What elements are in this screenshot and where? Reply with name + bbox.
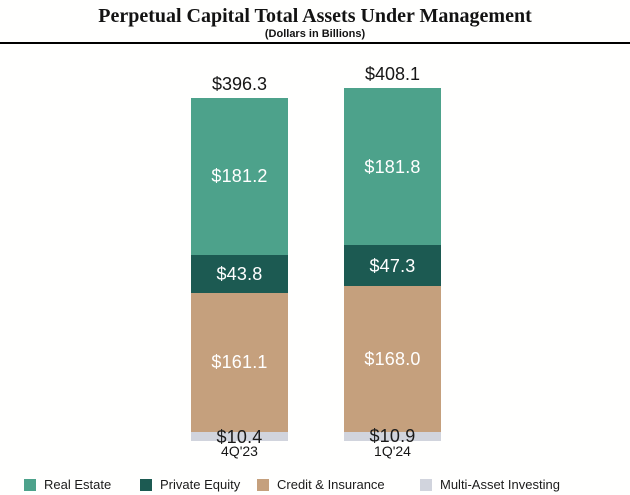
- legend-item-multi-asset: Multi-Asset Investing: [420, 477, 560, 492]
- segment-private-equity: $47.3: [344, 245, 441, 287]
- legend-label: Multi-Asset Investing: [440, 477, 560, 492]
- chart-subtitle: (Dollars in Billions): [264, 28, 366, 40]
- segment-value-label: $10.4: [216, 426, 263, 447]
- legend-item-real-estate: Real Estate: [24, 477, 111, 492]
- x-axis-label-4q23: 4Q'23: [221, 443, 258, 459]
- segment-value-label: $43.8: [216, 263, 263, 284]
- x-axis-label-1q24: 1Q'24: [374, 443, 411, 459]
- segment-multi-asset: $10.4: [191, 427, 288, 447]
- segment-value-label: $168.0: [364, 348, 421, 369]
- total-label-1q24: $408.1: [364, 63, 421, 84]
- credit-insurance-swatch-icon: [257, 478, 269, 491]
- stacked-bar-4q23: $181.2 $43.8 $161.1 $10.4: [191, 97, 288, 447]
- private-equity-swatch-icon: [140, 478, 152, 491]
- segment-real-estate: $181.8: [344, 87, 441, 246]
- segment-value-label: $181.2: [211, 166, 268, 187]
- segment-credit-insurance: $168.0: [344, 286, 441, 432]
- real-estate-swatch-icon: [24, 478, 36, 491]
- legend-label: Private Equity: [160, 477, 241, 492]
- multi-asset-swatch-icon: [420, 478, 432, 491]
- segment-private-equity: $43.8: [191, 254, 288, 293]
- segment-multi-asset: $10.9: [344, 426, 441, 446]
- legend-label: Credit & Insurance: [277, 477, 385, 492]
- chart-title: Perpetual Capital Total Assets Under Man…: [98, 5, 532, 27]
- segment-value-label: $161.1: [211, 352, 268, 373]
- segment-value-label: $10.9: [369, 426, 416, 447]
- stacked-bar-1q24: $181.8 $47.3 $168.0 $10.9: [344, 87, 441, 446]
- legend-item-private-equity: Private Equity: [140, 477, 240, 492]
- segment-real-estate: $181.2: [191, 97, 288, 255]
- total-label-4q23: $396.3: [211, 73, 268, 94]
- segment-value-label: $47.3: [369, 255, 416, 276]
- legend-label: Real Estate: [44, 477, 112, 492]
- legend-item-credit-insurance: Credit & Insurance: [257, 477, 385, 492]
- title-divider-line: [0, 42, 630, 44]
- segment-credit-insurance: $161.1: [191, 292, 288, 432]
- segment-value-label: $181.8: [364, 156, 421, 177]
